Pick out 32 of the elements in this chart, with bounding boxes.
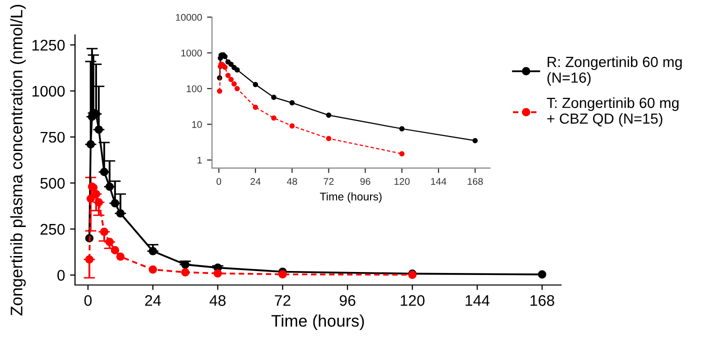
x-tick-label: 120: [394, 178, 410, 185]
x-tick-label: 144: [431, 178, 446, 185]
x-tick-label: 168: [530, 295, 554, 306]
y-tick-label: 1000: [181, 50, 202, 56]
x-tick-label: 96: [360, 178, 370, 185]
y-tick-label: 0: [57, 270, 65, 281]
y-tick-label: 750: [40, 132, 65, 143]
legend-label: T: Zongertinib 60 mg + CBZ QD (N=15): [546, 97, 679, 127]
x-axis-title: Time (hours): [271, 314, 364, 330]
x-tick-label: 0: [84, 295, 92, 306]
y-tick-label: 10000: [176, 14, 202, 21]
x-tick-label: 0: [216, 178, 222, 185]
x-tick-label: 24: [145, 295, 161, 306]
x-axis-title: Time (hours): [320, 192, 382, 203]
y-tick-label: 1250: [32, 40, 65, 51]
x-tick-label: 72: [274, 295, 290, 306]
y-tick-label: 1: [198, 156, 202, 164]
y-tick-label: 100: [186, 85, 202, 92]
x-tick-label: 120: [400, 295, 425, 306]
y-axis-title: Zongertinib plasma concentration (nmol/L): [10, 4, 26, 316]
x-tick-label: 24: [250, 178, 261, 185]
y-tick-label: 1000: [32, 86, 65, 97]
x-tick-label: 48: [210, 295, 226, 306]
y-tick-label: 10: [192, 121, 202, 128]
x-tick-label: 144: [466, 295, 490, 306]
x-tick-label: 168: [468, 178, 483, 185]
x-tick-label: 72: [324, 178, 334, 185]
y-tick-label: 250: [40, 224, 65, 235]
y-tick-label: 500: [40, 178, 65, 189]
x-tick-label: 48: [286, 178, 298, 185]
x-tick-label: 96: [340, 295, 356, 306]
legend-label: R: Zongertinib 60 mg (N=16): [547, 56, 682, 86]
